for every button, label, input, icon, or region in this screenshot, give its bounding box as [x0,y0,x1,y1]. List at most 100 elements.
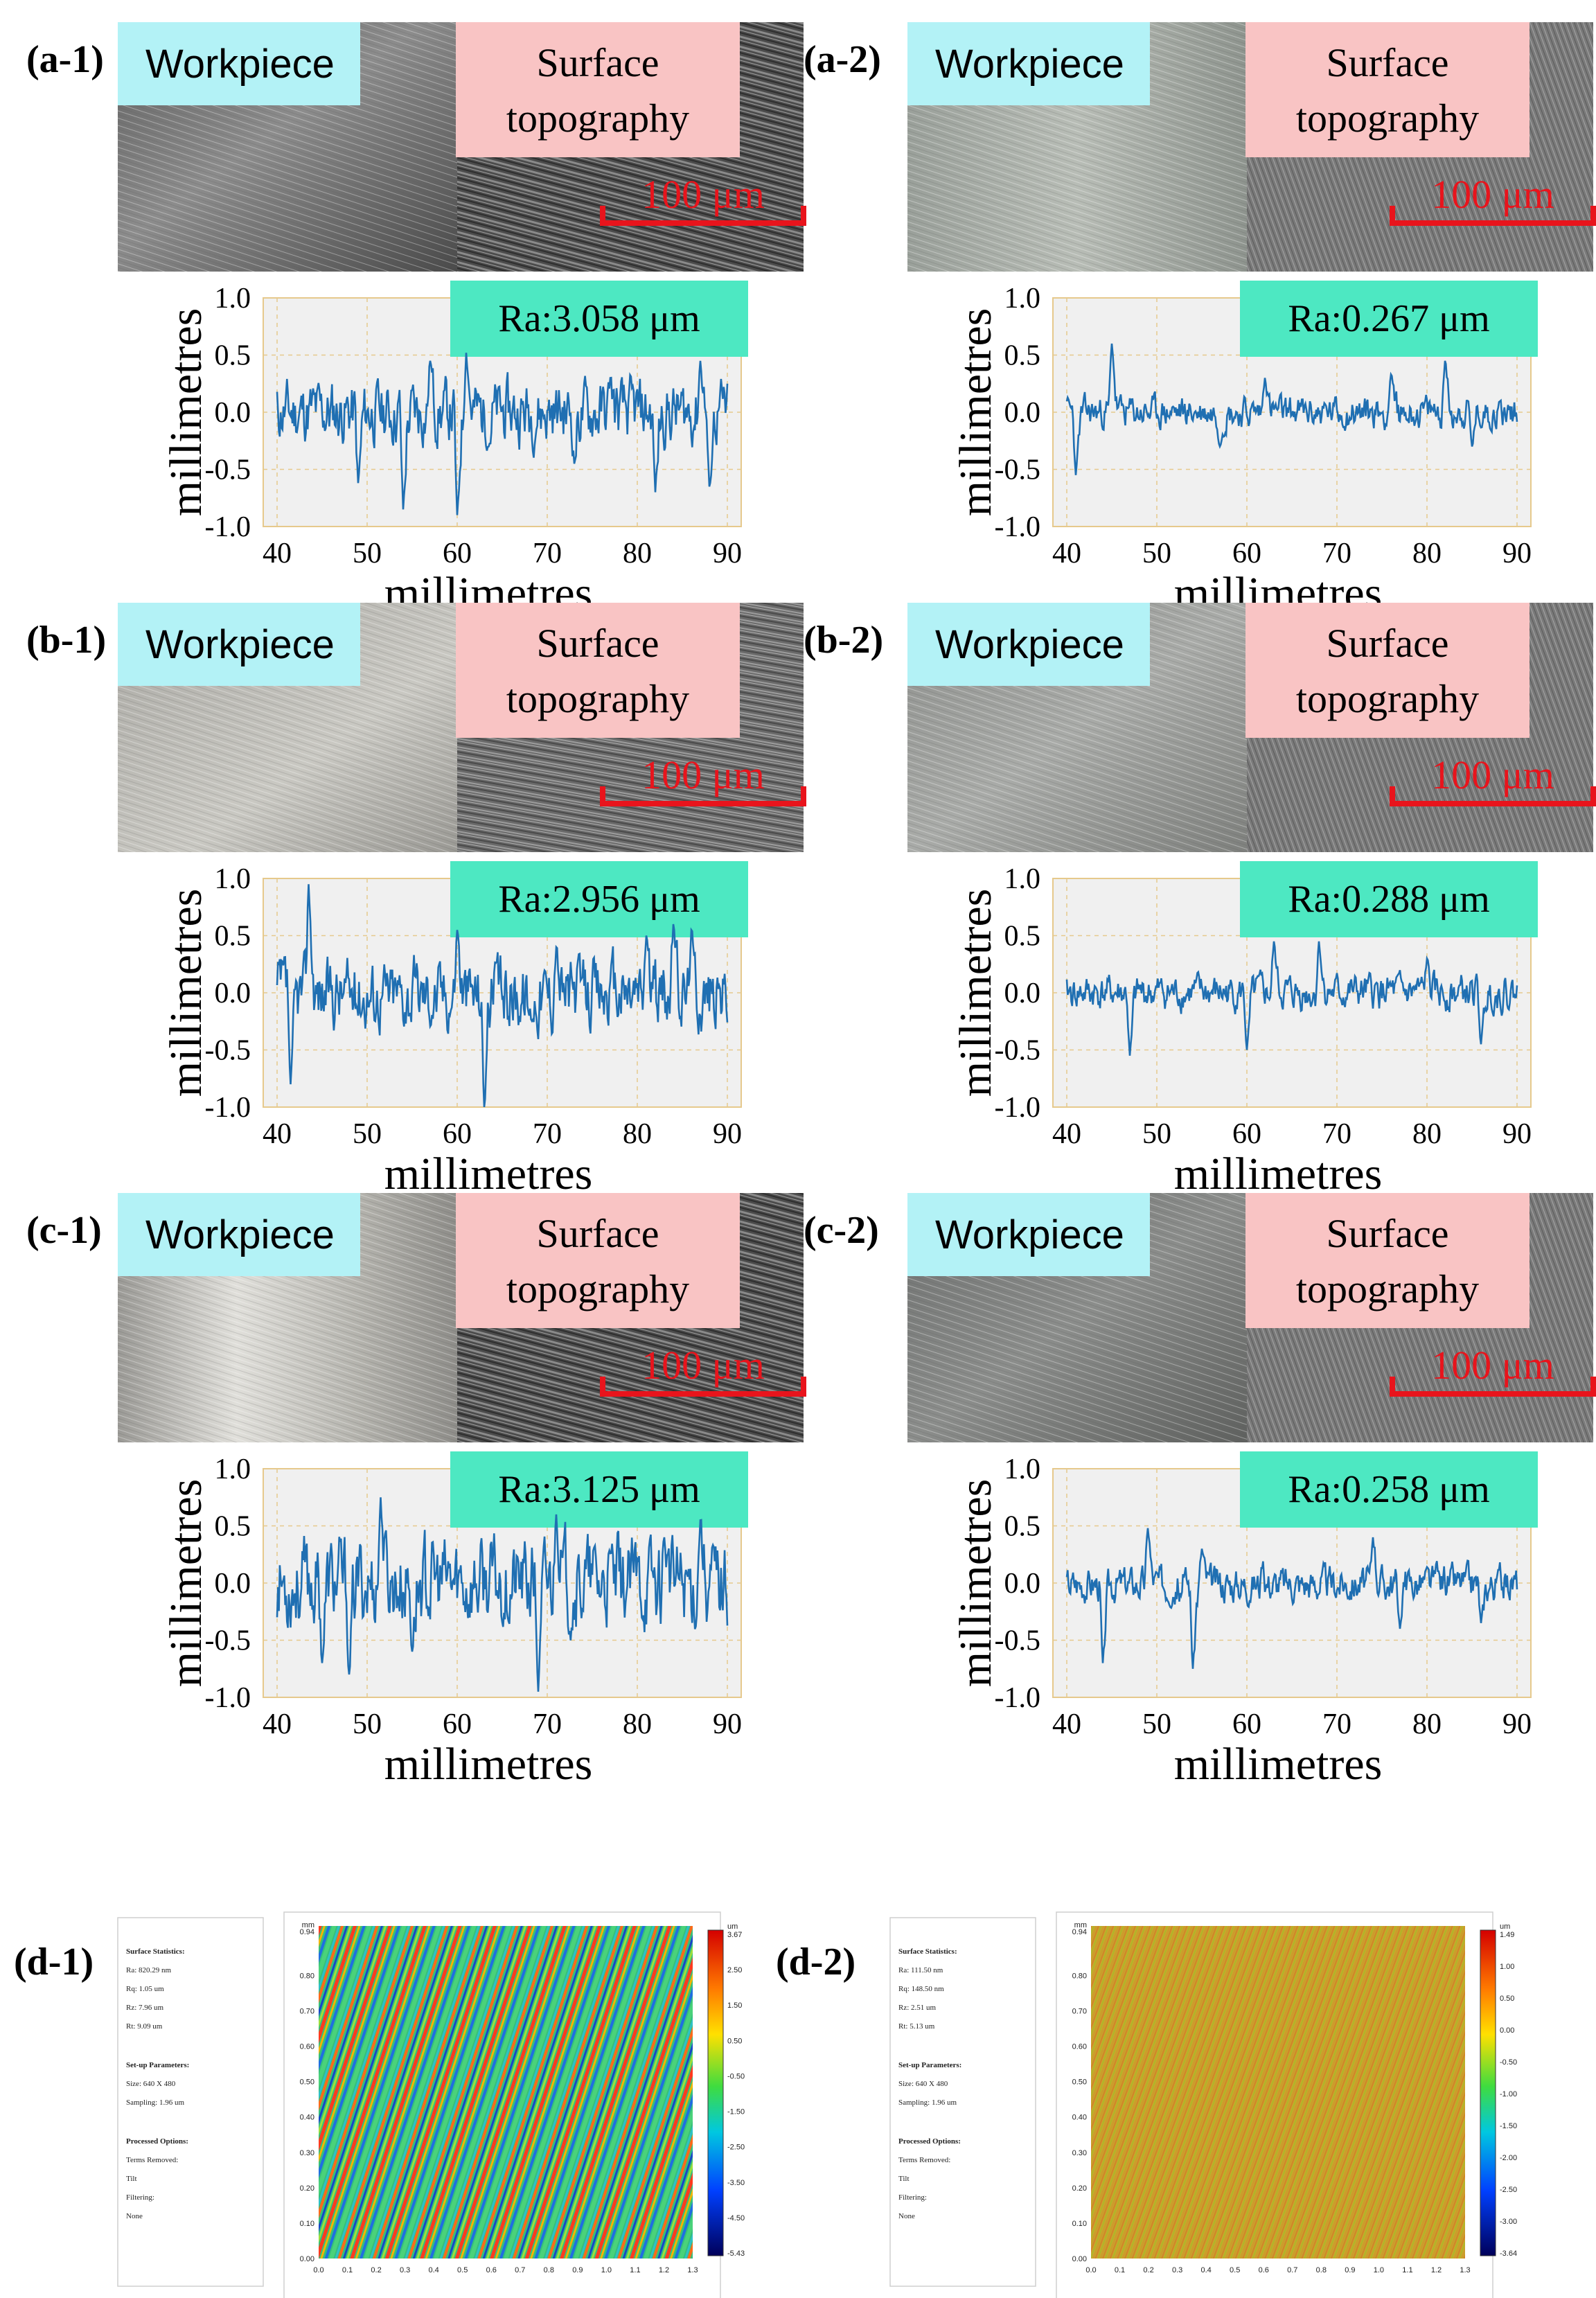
y-tick-label: 0.0 [1004,397,1041,429]
panel-label: (b-1) [26,619,106,662]
surface-tag-line2: topography [506,1266,689,1311]
setup-heading: Set-up Parameters: [898,2061,961,2069]
map-y-tick: 0.60 [300,2043,314,2051]
map-y-tick: 0.00 [300,2255,314,2263]
map-y-tick: 0.60 [1072,2043,1087,2051]
panel-b-2: (b-2) Workpiece Surface topography 100 μm 1.0… [804,603,1596,1199]
map-y-tick: 0.80 [1072,1972,1087,1980]
option-line: Tilt [898,2175,910,2183]
map-y-tick: 0.30 [1072,2149,1087,2157]
scale-bar [600,786,806,806]
x-tick-label: 90 [713,1118,742,1150]
map-x-tick: 0.0 [1085,2266,1096,2274]
x-tick-label: 60 [443,538,472,569]
panel-label: (a-1) [26,38,104,81]
ra-badge [1240,281,1538,357]
map-x-tick: 0.7 [515,2266,525,2274]
scale-bar [1390,1377,1596,1397]
x-tick-label: 50 [1142,1118,1171,1150]
map-x-tick: 1.1 [1402,2266,1412,2274]
option-line: Tilt [126,2175,137,2183]
stat-line: Ra: 820.29 nm [126,1966,172,1974]
y-tick-label: 1.0 [1004,1453,1041,1485]
scale-bar [600,206,806,226]
map-y-tick: 0.00 [1072,2255,1087,2263]
ra-badge [1240,861,1538,937]
x-tick-label: 50 [1142,538,1171,569]
profile-trace [1065,941,1518,1056]
setup-line: Size: 640 X 480 [898,2080,948,2088]
map-x-tick: 0.6 [1259,2266,1269,2274]
map-unit: mm [1074,1921,1087,1929]
map-x-tick: 0.1 [1115,2266,1125,2274]
x-axis-title: millimetres [1174,1739,1383,1789]
x-tick-label: 60 [1232,1118,1261,1150]
afm-panel-d-1: (d-1) Surface Statistics: Ra: 820.29 nm Rq:… [14,1911,745,2298]
x-tick-label: 40 [263,1708,292,1740]
colorbar-tick: -1.50 [1500,2122,1517,2130]
stats-box [889,1917,1036,2287]
workpiece-tag [907,603,1150,686]
y-tick-label: -1.0 [995,511,1041,543]
x-tick-label: 70 [1322,538,1351,569]
scale-bar [1390,786,1596,806]
panel-c-2: (c-2) Workpiece Surface topography 100 μm 1.0… [804,1193,1596,1789]
setup-line: Size: 640 X 480 [126,2080,176,2088]
map-x-tick: 0.3 [400,2266,410,2274]
map-x-tick: 0.5 [457,2266,468,2274]
afm-panel-label: (d-2) [776,1941,855,1983]
surface-tag-line2: topography [506,96,689,141]
x-tick-label: 80 [1412,1118,1442,1150]
map-x-tick: 0.9 [572,2266,583,2274]
surface-tag-line1: Surface [536,40,659,85]
ra-badge [1240,1451,1538,1528]
map-x-tick: 0.8 [544,2266,554,2274]
colorbar-tick: 1.50 [727,2001,742,2010]
option-line: Terms Removed: [126,2156,178,2164]
scale-bar-label: 100 μm [641,172,765,217]
colorbar-tick: -3.50 [727,2179,745,2187]
x-axis-title: millimetres [384,1739,593,1789]
map-x-tick: 1.1 [630,2266,640,2274]
y-tick-label: 1.0 [215,1453,251,1485]
ra-value: Ra:3.125 μm [498,1468,700,1511]
surface-tag-line2: topography [1296,676,1479,721]
map-x-tick: 1.0 [601,2266,612,2274]
x-tick-label: 40 [1052,1118,1081,1150]
x-tick-label: 80 [623,1708,652,1740]
map-y-tick: 0.40 [1072,2114,1087,2122]
stat-line: Rz: 7.96 um [126,2004,164,2012]
x-tick-label: 40 [263,538,292,569]
profile-trace [1065,343,1518,475]
map-x-tick: 0.1 [342,2266,353,2274]
y-tick-label: -0.5 [995,1035,1041,1067]
stat-line: Rq: 1.05 um [126,1985,164,1993]
scale-bar-label: 100 μm [1431,752,1554,797]
panel-label: (b-2) [804,619,883,662]
colorbar-tick: -5.43 [727,2250,745,2258]
map-y-tick: 0.10 [1072,2220,1087,2228]
surface-tag-line1: Surface [1326,621,1448,666]
x-tick-label: 50 [353,1708,382,1740]
y-tick-label: 1.0 [1004,283,1041,315]
surface-tag-line1: Surface [1326,40,1448,85]
surface-tag-line1: Surface [1326,1211,1448,1256]
x-tick-label: 80 [623,1118,652,1150]
y-tick-label: 0.0 [1004,1568,1041,1600]
colorbar-tick: -1.50 [727,2108,745,2116]
map-x-tick: 0.0 [313,2266,323,2274]
colorbar-tick: -2.00 [1500,2154,1517,2162]
map-x-tick: 0.6 [486,2266,497,2274]
stat-line: Rq: 148.50 nm [898,1985,944,1993]
ra-value: Ra:0.258 μm [1288,1468,1489,1511]
stat-line: Rt: 5.13 um [898,2022,935,2031]
colorbar-tick: -0.50 [1500,2058,1517,2067]
y-tick-label: -1.0 [205,511,251,543]
x-tick-label: 70 [533,538,562,569]
panel-a-2: (a-2) Workpiece Surface topography 100 μm 1.0… [804,22,1596,619]
surface-tag-line1: Surface [536,1211,659,1256]
map-y-tick: 0.50 [300,2078,314,2087]
colorbar [707,1929,724,2256]
x-axis-title: millimetres [1174,1149,1383,1199]
